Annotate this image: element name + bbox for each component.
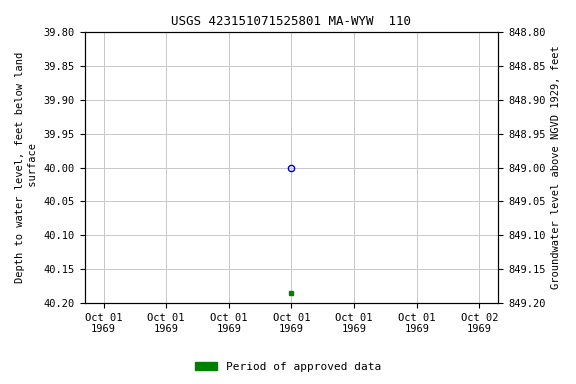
Y-axis label: Groundwater level above NGVD 1929, feet: Groundwater level above NGVD 1929, feet	[551, 46, 561, 290]
Y-axis label: Depth to water level, feet below land
 surface: Depth to water level, feet below land su…	[15, 52, 38, 283]
Legend: Period of approved data: Period of approved data	[191, 358, 385, 377]
Title: USGS 423151071525801 MA-WYW  110: USGS 423151071525801 MA-WYW 110	[172, 15, 411, 28]
